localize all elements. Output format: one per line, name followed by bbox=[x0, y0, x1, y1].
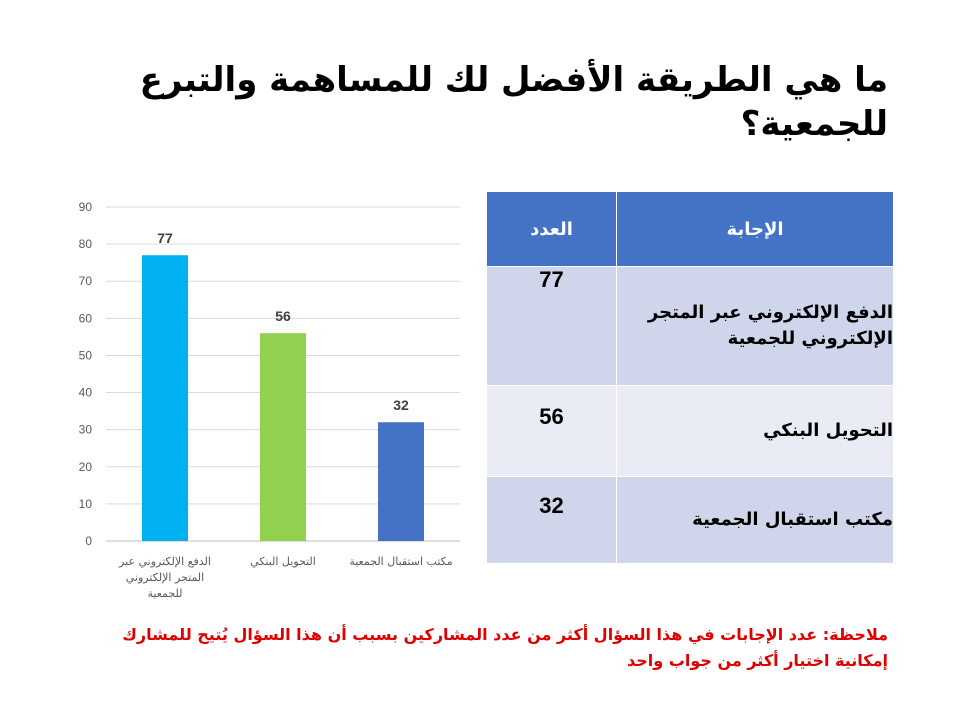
footnote: ملاحظة: عدد الإجابات في هذا السؤال أكثر … bbox=[122, 625, 888, 670]
y-tick-label: 80 bbox=[79, 237, 93, 251]
bar bbox=[260, 333, 306, 541]
answers-table: الإجابة العدد الدفع الإلكتروني عبر المتج… bbox=[485, 191, 894, 564]
x-tick-label: الدفع الإلكتروني عبر bbox=[118, 555, 211, 568]
y-tick-label: 0 bbox=[85, 534, 92, 548]
table-row: مكتب استقبال الجمعية 32 bbox=[485, 476, 894, 564]
table-header-row: الإجابة العدد bbox=[485, 191, 894, 267]
y-tick-label: 10 bbox=[79, 497, 93, 511]
answer-cell: التحويل البنكي bbox=[616, 385, 894, 477]
y-tick-label: 70 bbox=[79, 274, 93, 288]
y-tick-label: 60 bbox=[79, 311, 93, 325]
y-tick-label: 20 bbox=[79, 460, 93, 474]
count-cell: 56 bbox=[485, 385, 618, 477]
bar bbox=[378, 422, 424, 541]
data-label: 56 bbox=[275, 308, 291, 324]
y-tick-label: 90 bbox=[79, 200, 93, 214]
slide-title: ما هي الطريقة الأفضل لك للمساهمة والتبرع… bbox=[139, 60, 888, 144]
count-cell: 32 bbox=[485, 476, 618, 564]
answer-cell: الدفع الإلكتروني عبر المتجر الإلكتروني ل… bbox=[616, 266, 894, 386]
y-tick-label: 50 bbox=[79, 348, 93, 362]
x-tick-label: مكتب استقبال الجمعية bbox=[349, 555, 452, 568]
answer-cell: مكتب استقبال الجمعية bbox=[616, 476, 894, 564]
bar bbox=[142, 255, 188, 541]
x-tick-label: التحويل البنكي bbox=[250, 555, 316, 568]
bar-chart: 0 10 20 30 40 50 60 70 80 90 77 56 32 الدفع الإلكتر… bbox=[79, 200, 460, 600]
header-answer: الإجابة bbox=[616, 191, 894, 267]
x-tick-label: المتجر الإلكتروني bbox=[126, 571, 204, 584]
y-tick-label: 30 bbox=[79, 423, 93, 437]
table-row: الدفع الإلكتروني عبر المتجر الإلكتروني ل… bbox=[485, 266, 894, 386]
table-row: التحويل البنكي 56 bbox=[485, 385, 894, 477]
data-label: 32 bbox=[393, 397, 409, 413]
count-cell: 77 bbox=[485, 266, 618, 386]
header-count: العدد bbox=[485, 191, 618, 267]
x-tick-label: للجمعية bbox=[148, 587, 183, 600]
data-label: 77 bbox=[157, 230, 173, 246]
y-tick-label: 40 bbox=[79, 386, 93, 400]
